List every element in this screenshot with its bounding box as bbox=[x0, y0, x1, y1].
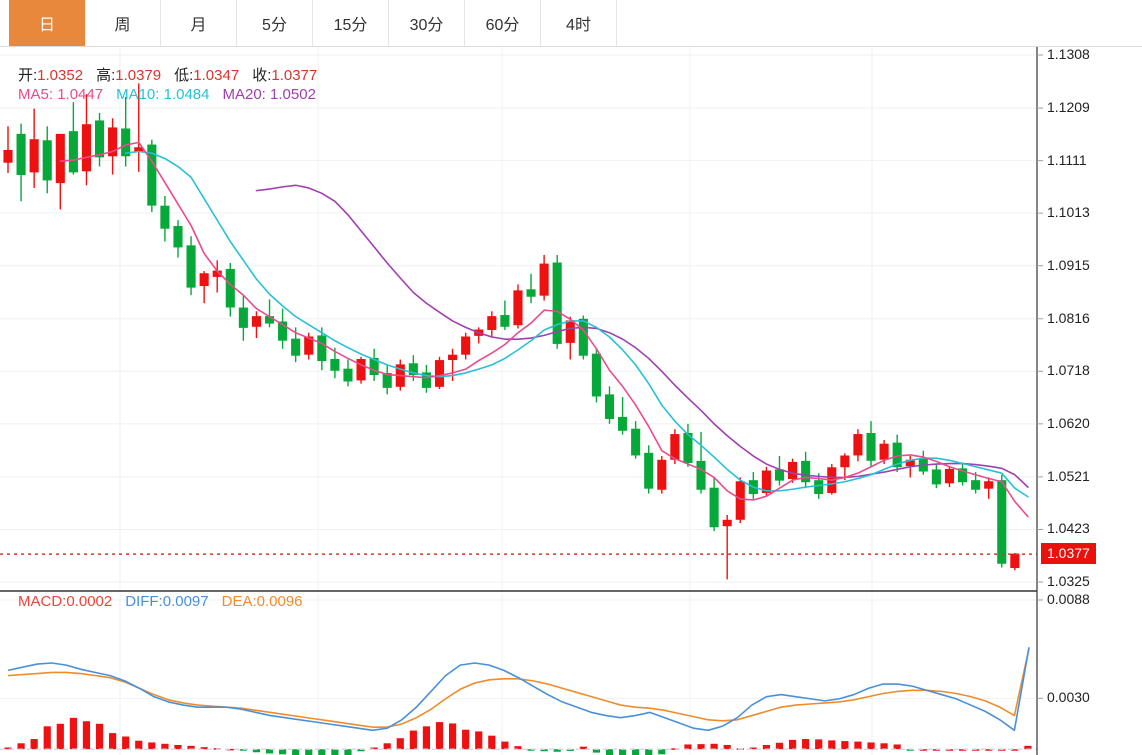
tab-30min-label: 30分 bbox=[409, 17, 444, 34]
candlestick-series bbox=[3, 83, 1020, 580]
ma10-line bbox=[124, 150, 1029, 498]
tab-day-label: 日 bbox=[38, 17, 55, 34]
vertical-gridlines bbox=[119, 47, 873, 755]
axis-tick-marks bbox=[1037, 54, 1043, 699]
tab-month-label: 月 bbox=[190, 17, 207, 34]
tab-4hour-label: 4时 bbox=[566, 17, 591, 34]
tab-30min[interactable]: 30分 bbox=[389, 0, 465, 46]
tabbar-left-spacer bbox=[0, 0, 9, 46]
candlestick-macd-svg[interactable] bbox=[0, 47, 1142, 755]
tab-15min-label: 15分 bbox=[333, 17, 368, 34]
macd-histogram bbox=[4, 717, 1032, 755]
tab-15min[interactable]: 15分 bbox=[313, 0, 389, 46]
ma5-line bbox=[59, 141, 1029, 518]
tab-5min-label: 5分 bbox=[262, 17, 287, 34]
tab-5min[interactable]: 5分 bbox=[237, 0, 313, 46]
tab-60min-label: 60分 bbox=[485, 17, 520, 34]
tab-week-label: 周 bbox=[114, 17, 131, 34]
timeframe-tabbar: 日 周 月 5分 15分 30分 60分 4时 bbox=[0, 0, 1142, 47]
tab-60min[interactable]: 60分 bbox=[465, 0, 541, 46]
dea-line bbox=[7, 648, 1030, 728]
tab-4hour[interactable]: 4时 bbox=[541, 0, 617, 46]
tab-day[interactable]: 日 bbox=[9, 0, 85, 46]
tab-week[interactable]: 周 bbox=[85, 0, 161, 46]
diff-line bbox=[7, 647, 1030, 732]
axis-lines bbox=[1036, 47, 1038, 755]
tab-month[interactable]: 月 bbox=[161, 0, 237, 46]
chart-container[interactable]: 开:1.0352 高:1.0379 低:1.0347 收:1.0377 MA5: 1.… bbox=[0, 46, 1142, 755]
ma20-line bbox=[255, 184, 1029, 488]
